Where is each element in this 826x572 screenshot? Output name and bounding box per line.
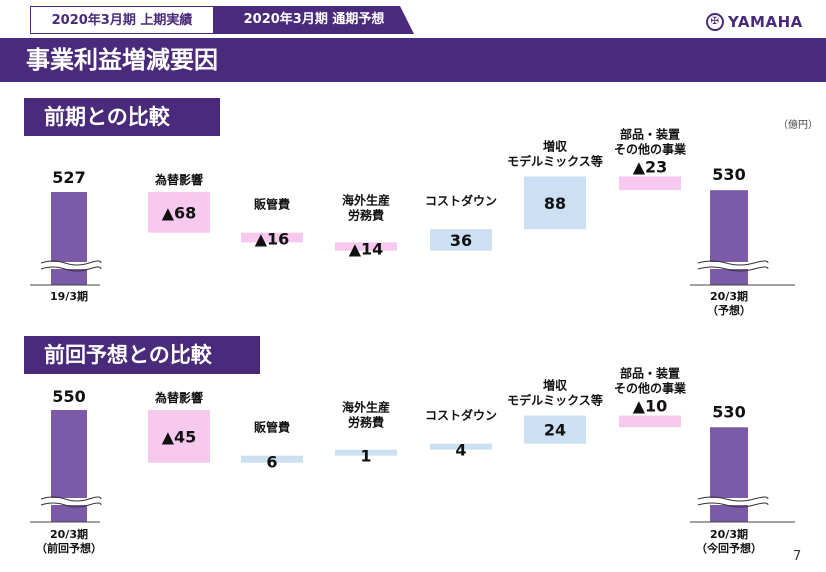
start-category-label: 19/3期 [50,289,88,303]
step-value-label: 6 [266,453,277,472]
waterfall-step-bar [430,229,492,251]
waterfall-step-bar [335,449,397,456]
waterfall-step-bar [335,242,397,251]
waterfall-step-bar [241,455,303,463]
axis-break-line [40,496,102,502]
section-title-prior-year: 前期との比較 [24,98,220,136]
end-category-label: 20/3期 [710,289,748,303]
waterfall-step-bar [524,176,586,230]
axis-break-line [40,502,102,508]
page-number: 7 [793,549,802,564]
axis-break-mark [702,498,756,505]
waterfall-step-bar [430,443,492,450]
axis-break-line [40,266,102,272]
step-category-label: 為替影響 [155,390,203,405]
axis-break-mark [43,498,95,505]
axis-break-mark [43,262,95,269]
start-category-sublabel: （前回予想） [36,541,102,555]
step-category-label: 販管費 [254,420,290,435]
step-value-label: 36 [450,231,472,250]
step-value-label: ▲10 [633,397,668,416]
step-value-label: ▲68 [162,203,197,222]
end-total-bar [710,427,748,522]
end-value-label: 530 [712,402,745,421]
step-category-label: 労務費 [348,207,384,222]
end-total-bar [710,190,748,285]
step-value-label: ▲45 [162,427,197,446]
start-total-bar [51,192,87,285]
step-category-label: コストダウン [425,408,497,423]
tab-full-year-forecast[interactable]: 2020年3月期 通期予想 [214,6,414,34]
step-value-label: 24 [544,421,566,440]
logo-text: YAMAHA [728,13,803,31]
waterfall-step-bar [619,176,681,191]
end-value-label: 530 [712,165,745,184]
axis-break-line [697,502,769,508]
waterfall-step-bar [524,415,586,444]
step-category-label: 販管費 [254,197,290,212]
step-value-label: ▲23 [633,157,668,176]
step-category-label: その他の事業 [614,381,687,396]
step-value-label: 4 [455,441,466,460]
section-title-previous-forecast: 前回予想との比較 [24,336,260,374]
end-category-label: 20/3期 [710,527,748,541]
start-value-label: 550 [52,387,85,406]
waterfall-step-bar [148,410,210,463]
unit-label: （億円） [778,120,818,131]
step-category-label: 海外生産 [342,400,390,415]
start-value-label: 527 [52,168,85,187]
waterfall-step-bar [148,192,210,233]
step-category-label: 為替影響 [155,172,203,187]
yamaha-logo: ✠ YAMAHA [706,10,803,34]
step-value-label: ▲16 [255,230,290,249]
axis-break-line [40,260,102,266]
step-category-label: 海外生産 [342,192,390,207]
step-category-label: コストダウン [425,193,497,208]
step-value-label: ▲14 [349,239,384,258]
axis-break-line [697,496,769,502]
step-category-label: モデルミックス等 [507,393,603,408]
step-category-label: 部品・装置 [620,126,680,141]
step-category-label: 労務費 [348,415,384,430]
axis-break-line [697,260,769,266]
waterfall-step-bar [619,415,681,428]
axis-break-line [697,266,769,272]
start-total-bar [51,410,87,522]
step-category-label: 増収 [543,378,568,393]
axis-break-mark [702,262,756,269]
step-category-label: 部品・装置 [620,366,680,381]
step-value-label: 1 [360,447,371,466]
start-category-label: 20/3期 [50,527,88,541]
page-title: 事業利益増減要因 [0,38,826,82]
end-category-sublabel: （予想） [707,303,751,317]
waterfall-step-bar [241,232,303,243]
step-value-label: 88 [544,194,566,213]
tuning-fork-logo-icon: ✠ [706,13,724,31]
step-category-label: モデルミックス等 [507,153,603,168]
end-category-sublabel: （今回予想） [696,541,762,555]
step-category-label: その他の事業 [614,141,687,156]
tab-first-half-actual[interactable]: 2020年3月期 上期実績 [30,6,214,34]
step-category-label: 増収 [543,138,568,153]
